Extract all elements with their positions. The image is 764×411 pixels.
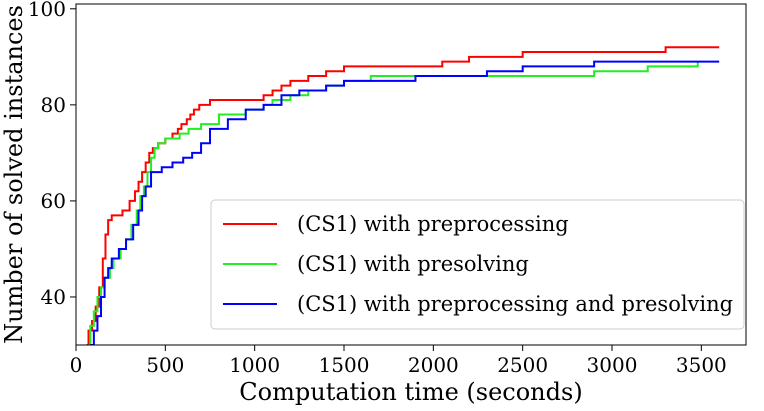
legend: (CS1) with preprocessing (CS1) with preso… (210, 199, 745, 330)
y-tick-label: 60 (41, 189, 66, 213)
x-tick-label: 1000 (229, 353, 280, 377)
x-tick-label: 3500 (676, 353, 727, 377)
legend-label-2: (CS1) with presolving (297, 252, 529, 276)
series-layer (86, 46, 720, 345)
legend-box (210, 199, 745, 330)
series-line-3 (90, 60, 720, 345)
legend-label-3: (CS1) with preprocessing and presolving (297, 292, 733, 316)
y-axis: 40 60 80 100 (28, 0, 76, 309)
y-tick-label: 40 (41, 285, 66, 309)
x-tick-label: 2500 (497, 353, 548, 377)
y-tick-label: 80 (41, 93, 66, 117)
series-line-1 (86, 46, 720, 345)
x-axis-title: Computation time (seconds) (239, 378, 582, 406)
x-tick-label: 3000 (587, 353, 638, 377)
legend-label-1: (CS1) with preprocessing (297, 212, 569, 236)
x-tick-label: 500 (146, 353, 184, 377)
x-axis: 0 500 1000 1500 2000 2500 3000 3500 (70, 345, 727, 377)
x-tick-label: 1500 (319, 353, 370, 377)
x-tick-label: 0 (70, 353, 83, 377)
plot-frame (75, 3, 747, 346)
y-tick-label: 100 (28, 0, 66, 21)
y-axis-title: Number of solved instances (0, 5, 28, 344)
x-tick-label: 2000 (408, 353, 459, 377)
